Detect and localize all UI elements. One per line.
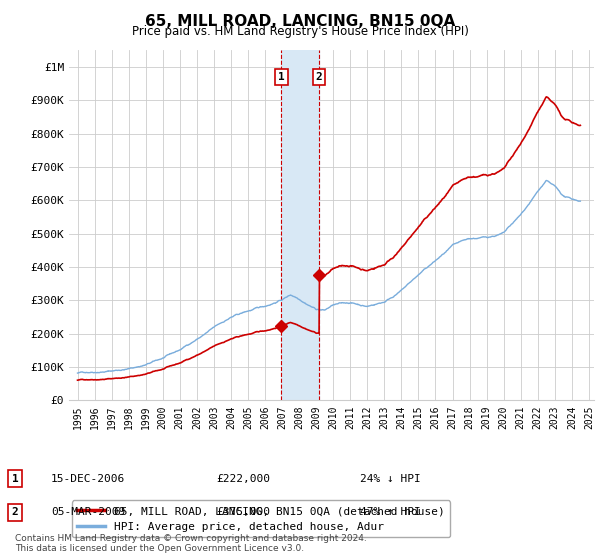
- Legend: 65, MILL ROAD, LANCING, BN15 0QA (detached house), HPI: Average price, detached : 65, MILL ROAD, LANCING, BN15 0QA (detach…: [72, 501, 451, 537]
- Text: 1: 1: [11, 474, 19, 484]
- Text: Contains HM Land Registry data © Crown copyright and database right 2024.
This d: Contains HM Land Registry data © Crown c…: [15, 534, 367, 553]
- Text: £375,000: £375,000: [216, 507, 270, 517]
- Text: £222,000: £222,000: [216, 474, 270, 484]
- Text: 1: 1: [278, 72, 285, 82]
- Text: 47% ↑ HPI: 47% ↑ HPI: [360, 507, 421, 517]
- Text: 2: 2: [11, 507, 19, 517]
- Text: 65, MILL ROAD, LANCING, BN15 0QA: 65, MILL ROAD, LANCING, BN15 0QA: [145, 14, 455, 29]
- Text: 2: 2: [316, 72, 322, 82]
- Text: 24% ↓ HPI: 24% ↓ HPI: [360, 474, 421, 484]
- Text: 05-MAR-2009: 05-MAR-2009: [51, 507, 125, 517]
- Bar: [281, 50, 319, 400]
- Text: Price paid vs. HM Land Registry's House Price Index (HPI): Price paid vs. HM Land Registry's House …: [131, 25, 469, 38]
- Text: 15-DEC-2006: 15-DEC-2006: [51, 474, 125, 484]
